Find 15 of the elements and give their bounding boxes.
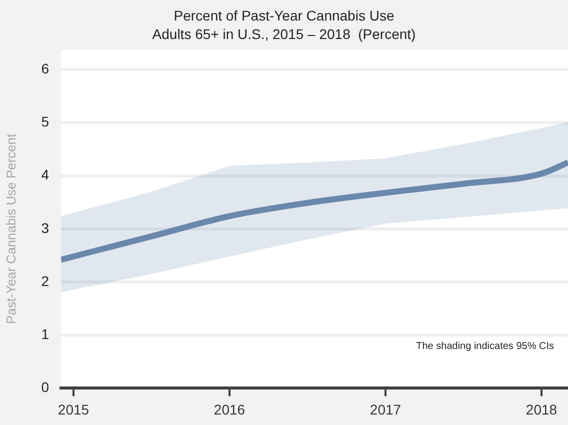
y-tick-label: 4	[41, 166, 50, 183]
chart-title: Percent of Past-Year Cannabis Use	[174, 7, 394, 24]
x-tick-label: 2017	[370, 401, 402, 418]
y-tick-label: 2	[41, 272, 50, 289]
y-tick-label: 5	[41, 114, 50, 130]
y-axis-title: Past-Year Cannabis Use Percent	[3, 133, 18, 324]
y-tick-label: 0	[41, 379, 50, 396]
x-tick-label: 2015	[58, 401, 90, 418]
x-tick-label: 2018	[526, 401, 558, 418]
chart-subtitle: Adults 65+ in U.S., 2015 – 2018 (Percent)	[152, 26, 416, 42]
annotation: The shading indicates 95% CIs	[416, 340, 554, 352]
x-tick-label: 2016	[214, 401, 246, 418]
y-tick-label: 3	[41, 220, 50, 236]
y-tick-label: 1	[41, 326, 50, 342]
y-tick-label: 6	[41, 60, 50, 76]
